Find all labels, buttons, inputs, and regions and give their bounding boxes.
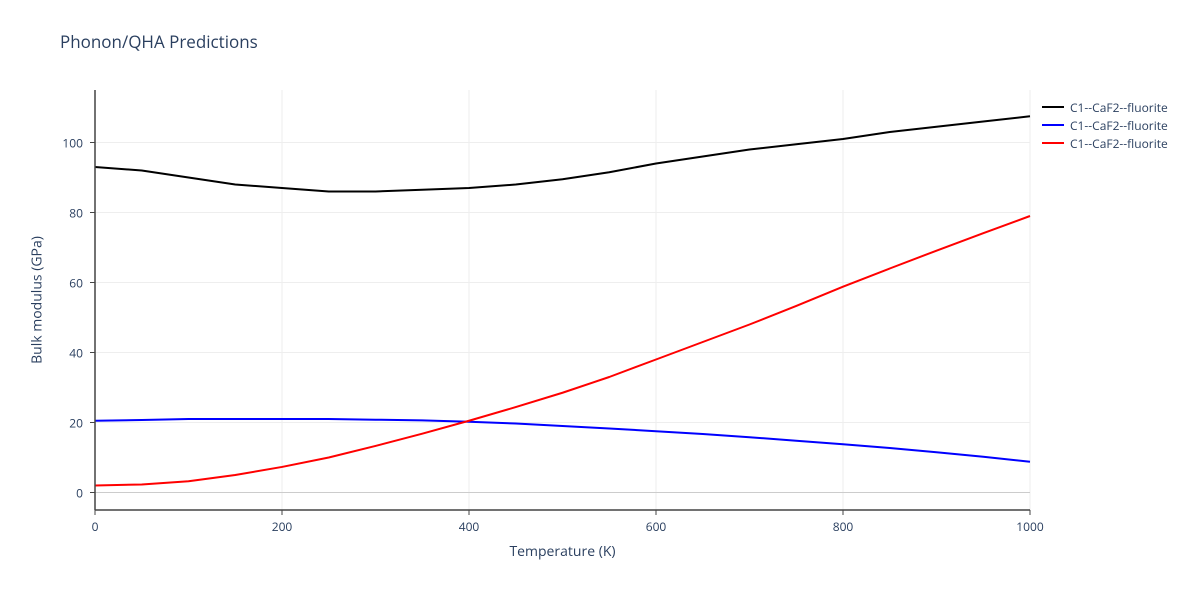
- x-axis-label: Temperature (K): [509, 542, 615, 561]
- y-axis-label: Bulk modulus (GPa): [28, 236, 47, 364]
- legend-label: C1--CaF2--fluorite: [1070, 135, 1168, 152]
- chart-svg: [95, 90, 1030, 510]
- chart-title: Phonon/QHA Predictions: [60, 30, 258, 53]
- legend-item[interactable]: C1--CaF2--fluorite: [1042, 116, 1168, 134]
- legend-swatch: [1042, 124, 1064, 126]
- y-tick-label: 0: [76, 484, 83, 501]
- y-tick-label: 20: [69, 414, 83, 431]
- legend-label: C1--CaF2--fluorite: [1070, 99, 1168, 116]
- x-tick-label: 1000: [1016, 518, 1043, 535]
- legend-item[interactable]: C1--CaF2--fluorite: [1042, 134, 1168, 152]
- legend[interactable]: C1--CaF2--fluoriteC1--CaF2--fluoriteC1--…: [1042, 98, 1168, 152]
- series-line[interactable]: [95, 216, 1030, 486]
- y-tick-label: 100: [62, 134, 83, 151]
- x-tick-label: 800: [833, 518, 854, 535]
- x-tick-label: 400: [459, 518, 480, 535]
- legend-swatch: [1042, 142, 1064, 144]
- series-line[interactable]: [95, 419, 1030, 462]
- x-tick-label: 600: [646, 518, 667, 535]
- series-line[interactable]: [95, 116, 1030, 191]
- legend-item[interactable]: C1--CaF2--fluorite: [1042, 98, 1168, 116]
- y-tick-label: 80: [69, 204, 83, 221]
- y-tick-label: 40: [69, 344, 83, 361]
- legend-swatch: [1042, 106, 1064, 108]
- x-tick-label: 200: [272, 518, 293, 535]
- y-tick-label: 60: [69, 274, 83, 291]
- plot-area: [95, 90, 1030, 510]
- x-tick-label: 0: [92, 518, 99, 535]
- legend-label: C1--CaF2--fluorite: [1070, 117, 1168, 134]
